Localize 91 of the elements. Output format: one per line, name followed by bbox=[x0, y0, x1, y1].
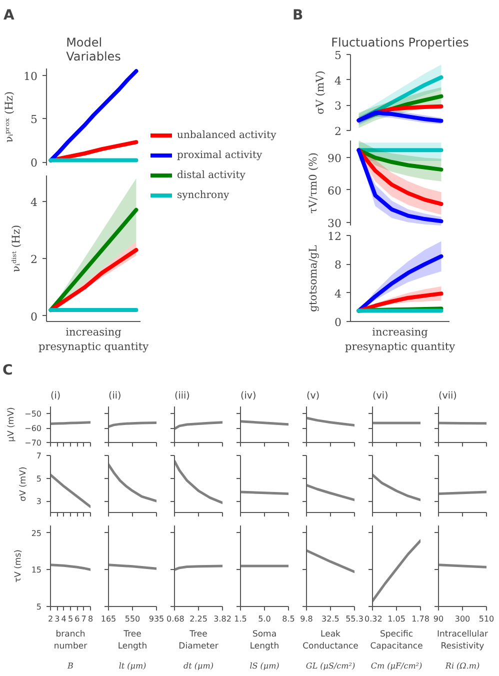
x-tick-label: 2 bbox=[48, 614, 54, 624]
x-axis-title: increasing presynaptic quantity bbox=[344, 326, 456, 353]
chart-title: (i) bbox=[50, 390, 61, 402]
y-tick-label: −70 bbox=[24, 438, 42, 448]
y-tick-label: 2 bbox=[30, 253, 38, 266]
y-tick-label: 8 bbox=[334, 258, 342, 272]
legend-label: unbalanced activity bbox=[177, 129, 276, 141]
y-axis-title: σV (mV) bbox=[314, 70, 326, 114]
y-tick-label: 60 bbox=[328, 184, 342, 198]
x-axis-title: Tree Length bbox=[118, 630, 148, 652]
chart-title: (vi) bbox=[372, 390, 388, 402]
text: GL (μS/cm²) bbox=[306, 662, 356, 670]
y-tick-label: 5 bbox=[30, 113, 38, 126]
y-tick-label: 3 bbox=[334, 100, 342, 113]
y-tick-label: 90 bbox=[328, 152, 342, 166]
y-tick-label: 0 bbox=[30, 156, 38, 170]
x-axis-title: increasing presynaptic quantity bbox=[38, 326, 149, 353]
y-axis-title: τV/τm0 (%) bbox=[308, 152, 320, 214]
x-axis-title: Soma Length bbox=[250, 630, 280, 652]
text: lS (μm) bbox=[250, 662, 280, 670]
y-tick-label: 7 bbox=[36, 452, 42, 460]
x-axis-title: branch number bbox=[54, 630, 88, 652]
text: C bbox=[2, 362, 13, 378]
y-tick-label: 3 bbox=[36, 497, 42, 506]
x-tick-label: 3 bbox=[54, 614, 60, 624]
y-tick-label: 0 bbox=[30, 310, 38, 324]
legend-label: synchrony bbox=[177, 189, 230, 201]
x-tick-label: 2.25 bbox=[190, 614, 208, 624]
x-tick-label: 0.68 bbox=[166, 614, 184, 624]
x-tick-label: 55.3 bbox=[346, 614, 364, 624]
y-axis-title: gtotsoma/gL bbox=[308, 245, 320, 312]
y-axis-title: μV (mV) bbox=[6, 407, 17, 442]
y-axis-title: σV (mV) bbox=[18, 466, 28, 502]
y-tick-label: −60 bbox=[24, 424, 42, 434]
x-axis-title: Leak Conductance bbox=[302, 630, 358, 652]
y-tick-label: 12 bbox=[328, 230, 342, 243]
y-tick-label: 25 bbox=[31, 528, 42, 538]
x-tick-label: 8.5 bbox=[282, 614, 295, 624]
y-tick-label: 0 bbox=[334, 316, 342, 329]
text: Cm (μF/cm²) bbox=[370, 662, 422, 670]
y-tick-label: 4 bbox=[334, 287, 342, 300]
x-tick-label: 165 bbox=[100, 614, 116, 624]
y-axis-title: νᵢᵖʳᵒˣ (Hz) bbox=[4, 91, 16, 143]
chart-title: (iii) bbox=[174, 390, 190, 402]
x-tick-label: 5 bbox=[68, 614, 74, 624]
y-tick-label: 5 bbox=[36, 602, 42, 612]
x-tick-label: 4 bbox=[61, 614, 66, 624]
y-tick-label: 30 bbox=[328, 216, 342, 230]
x-tick-label: 550 bbox=[124, 614, 140, 624]
y-tick-label: 4 bbox=[30, 196, 38, 209]
x-tick-label: 9.8 bbox=[300, 614, 313, 624]
text: dt (μm) bbox=[184, 662, 214, 670]
x-tick-label: 7 bbox=[81, 614, 86, 624]
y-tick-label: 5 bbox=[36, 474, 42, 484]
text: A bbox=[4, 8, 14, 24]
x-tick-label: 510 bbox=[478, 614, 494, 624]
y-tick-label: 15 bbox=[31, 566, 42, 575]
x-tick-label: 1.5 bbox=[234, 614, 247, 624]
x-tick-label: 0.32 bbox=[364, 614, 382, 624]
text: B bbox=[66, 662, 74, 670]
y-axis-title: τV (ms) bbox=[13, 550, 24, 582]
x-tick-label: 90 bbox=[433, 614, 444, 624]
text: lt (μm) bbox=[118, 662, 146, 670]
x-tick-label: 1.05 bbox=[388, 614, 406, 624]
chart-title: Model Variables bbox=[66, 36, 121, 64]
x-tick-label: 935 bbox=[148, 614, 164, 624]
y-tick-label: 5 bbox=[334, 49, 342, 62]
legend-label: distal activity bbox=[177, 169, 246, 181]
legend-label: proximal activity bbox=[177, 149, 262, 161]
x-tick-label: 8 bbox=[88, 614, 94, 624]
x-tick-label: 3.82 bbox=[214, 614, 232, 624]
x-tick-label: 6 bbox=[74, 614, 80, 624]
x-tick-label: 300 bbox=[454, 614, 470, 624]
x-axis-title: Specific Capacitance bbox=[370, 630, 423, 652]
chart-title: Fluctuations Properties bbox=[331, 36, 469, 50]
text: Ri (Ω.m) bbox=[444, 662, 480, 670]
x-axis-title: Intracellular Resistivity bbox=[436, 630, 489, 652]
text: B bbox=[292, 8, 304, 24]
y-tick-label: 10 bbox=[24, 70, 38, 83]
y-axis-title: νᵢᵈⁱˢᵗ (Hz) bbox=[10, 224, 22, 272]
chart-title: (ii) bbox=[108, 390, 122, 402]
y-tick-label: 4 bbox=[334, 74, 342, 88]
x-tick-label: 5.0 bbox=[258, 614, 271, 624]
x-tick-label: 1.78 bbox=[412, 614, 430, 624]
chart-title: (iv) bbox=[240, 390, 256, 402]
x-tick-label: 32.5 bbox=[322, 614, 340, 624]
chart-title: (vii) bbox=[438, 390, 457, 402]
y-tick-label: −50 bbox=[24, 410, 42, 419]
chart-title: (v) bbox=[306, 390, 320, 402]
x-axis-title: Tree Diameter bbox=[178, 630, 219, 652]
y-tick-label: 2 bbox=[334, 125, 342, 138]
